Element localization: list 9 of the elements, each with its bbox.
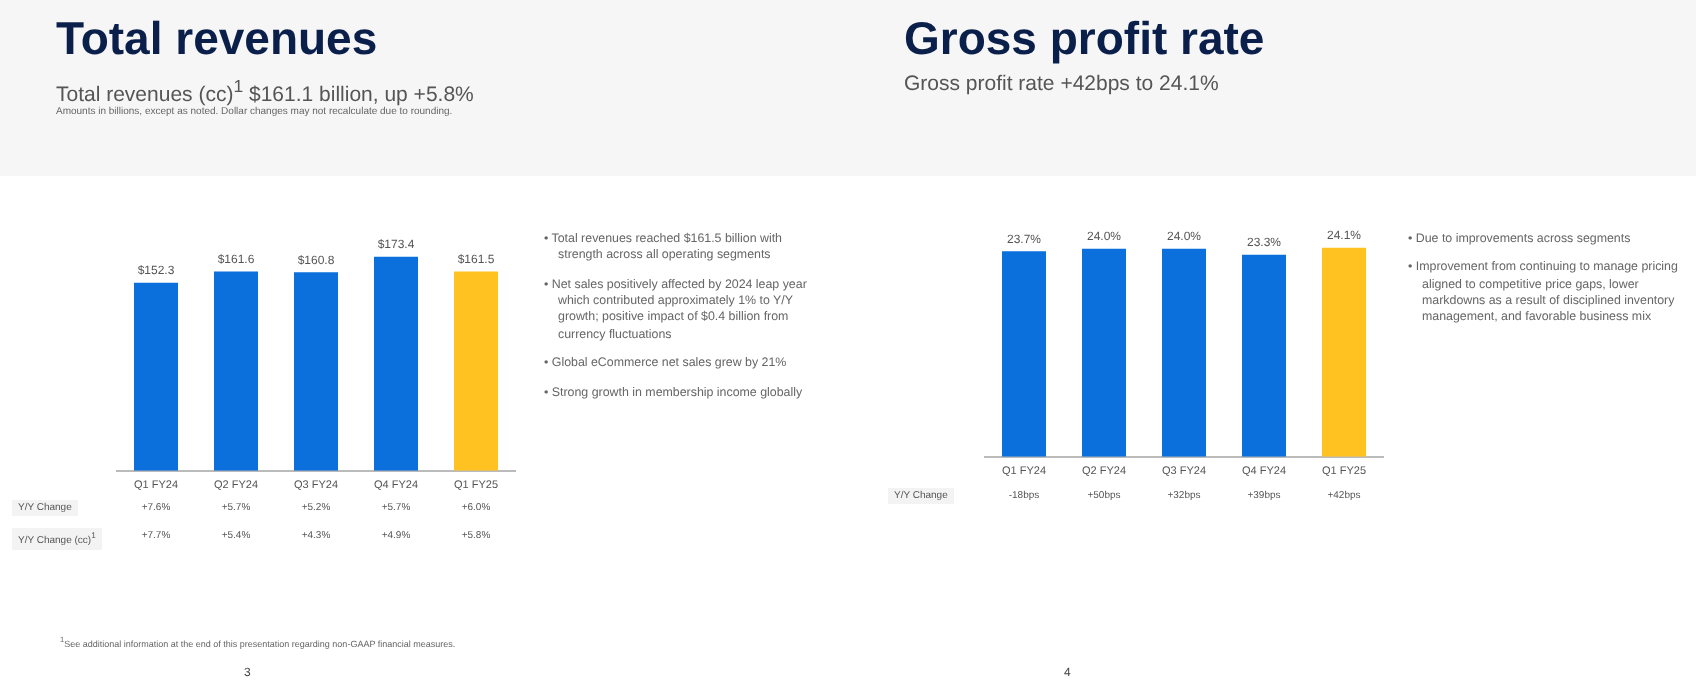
- chart-title: Total revenues: [56, 12, 378, 66]
- chart-title: Gross profit rate: [904, 12, 1265, 66]
- bar: [374, 256, 418, 471]
- bar: [454, 271, 498, 471]
- bar: [214, 271, 258, 471]
- bar: [294, 272, 338, 471]
- chart-subtitle: Gross profit rate +42bps to 24.1%: [904, 72, 1219, 96]
- bar: [134, 282, 178, 471]
- chart-subtitle: Total revenues (cc)$^{1}$ $161.1 billion, up +5.8%: [56, 76, 474, 107]
